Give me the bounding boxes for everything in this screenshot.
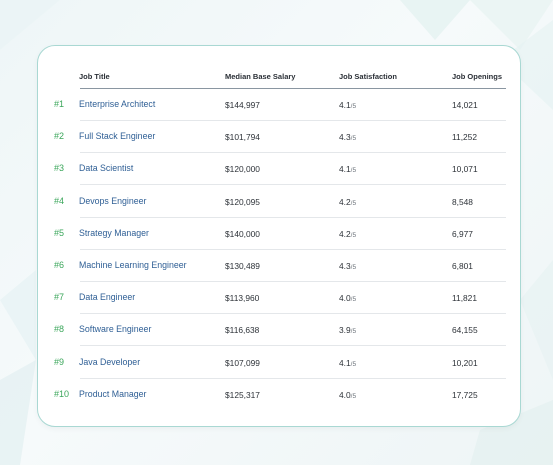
row-divider xyxy=(80,120,506,121)
job-satisfaction: 4.0/5 xyxy=(339,293,356,303)
median-salary: $113,960 xyxy=(225,293,260,304)
median-salary: $107,099 xyxy=(225,357,260,368)
table-row: #3 Data Scientist $120,000 4.1/5 10,071 xyxy=(38,153,520,186)
satisfaction-denominator: /5 xyxy=(350,264,357,271)
job-openings: 10,201 xyxy=(452,357,478,368)
rank-label: #4 xyxy=(54,195,65,206)
job-satisfaction: 4.2/5 xyxy=(339,197,356,207)
job-title-link[interactable]: Data Scientist xyxy=(79,163,134,174)
satisfaction-denominator: /5 xyxy=(350,392,357,400)
median-salary: $140,000 xyxy=(225,228,260,239)
job-satisfaction: 4.2/5 xyxy=(339,229,356,239)
satisfaction-denominator: /5 xyxy=(350,360,357,368)
row-divider xyxy=(80,248,506,250)
job-openings: 10,071 xyxy=(452,164,478,175)
satisfaction-denominator: /5 xyxy=(350,296,357,304)
rank-label: #6 xyxy=(54,260,65,270)
satisfaction-denominator: /5 xyxy=(350,135,357,143)
satisfaction-denominator: /5 xyxy=(350,199,357,207)
row-divider xyxy=(80,216,506,218)
median-salary: $130,489 xyxy=(225,261,260,271)
median-salary: $101,794 xyxy=(225,132,260,143)
header-divider xyxy=(80,88,506,89)
table-row: #10 Product Manager $125,317 4.0/5 17,72… xyxy=(38,379,520,411)
satisfaction-score: 4.1 xyxy=(339,357,351,368)
rank-label: #1 xyxy=(54,99,65,109)
job-satisfaction: 4.1/5 xyxy=(339,164,356,174)
rank-label: #2 xyxy=(54,131,65,142)
satisfaction-score: 4.0 xyxy=(339,293,351,304)
satisfaction-score: 4.3 xyxy=(339,261,351,271)
job-title-link[interactable]: Enterprise Architect xyxy=(79,99,156,109)
satisfaction-score: 4.2 xyxy=(339,196,351,207)
job-openings: 6,977 xyxy=(452,228,473,239)
row-divider xyxy=(80,377,506,379)
rank-label: #8 xyxy=(54,324,65,335)
job-satisfaction: 3.9/5 xyxy=(339,325,356,335)
rank-label: #5 xyxy=(54,227,65,238)
rank-label: #10 xyxy=(54,388,70,399)
row-divider xyxy=(80,313,506,315)
job-openings: 6,801 xyxy=(452,261,473,271)
job-openings: 11,821 xyxy=(452,293,477,304)
row-divider xyxy=(80,281,506,282)
job-satisfaction: 4.3/5 xyxy=(339,261,356,271)
row-divider xyxy=(80,152,506,154)
rank-label: #3 xyxy=(54,163,65,174)
satisfaction-denominator: /5 xyxy=(350,103,357,110)
table-row: #5 Strategy Manager $140,000 4.2/5 6,977 xyxy=(38,218,520,250)
row-divider xyxy=(80,184,506,186)
rank-label: #7 xyxy=(54,292,65,303)
job-satisfaction: 4.3/5 xyxy=(339,132,356,142)
table-row: #9 Java Developer $107,099 4.1/5 10,201 xyxy=(38,347,520,379)
table-row: #1 Enterprise Architect $144,997 4.1/5 1… xyxy=(38,89,520,121)
median-salary: $120,000 xyxy=(225,164,260,175)
rank-label: #9 xyxy=(54,356,65,367)
median-salary: $120,095 xyxy=(225,196,260,207)
job-satisfaction: 4.0/5 xyxy=(339,390,356,400)
job-openings: 8,548 xyxy=(452,196,473,207)
job-satisfaction: 4.1/5 xyxy=(339,358,356,368)
table-row: #2 Full Stack Engineer $101,794 4.3/5 11… xyxy=(38,121,520,154)
job-openings: 11,252 xyxy=(452,132,477,143)
satisfaction-score: 4.3 xyxy=(339,132,351,143)
satisfaction-denominator: /5 xyxy=(350,167,357,175)
satisfaction-denominator: /5 xyxy=(350,231,357,239)
median-salary: $144,997 xyxy=(225,100,260,110)
header-job-title: Job Title xyxy=(79,72,110,81)
median-salary: $116,638 xyxy=(225,325,260,336)
job-satisfaction: 4.1/5 xyxy=(339,100,356,110)
job-title-link[interactable]: Full Stack Engineer xyxy=(79,131,156,142)
job-openings: 64,155 xyxy=(452,325,478,336)
satisfaction-score: 4.1 xyxy=(339,164,351,175)
job-openings: 14,021 xyxy=(452,100,478,110)
job-title-link[interactable]: Devops Engineer xyxy=(79,195,147,206)
table-row: #8 Software Engineer $116,638 3.9/5 64,1… xyxy=(38,314,520,347)
job-title-link[interactable]: Product Manager xyxy=(79,388,147,399)
header-job-openings: Job Openings xyxy=(452,72,503,81)
table-row: #4 Devops Engineer $120,095 4.2/5 8,548 xyxy=(38,186,520,218)
job-openings: 17,725 xyxy=(452,389,478,400)
row-divider xyxy=(80,345,506,347)
job-title-link[interactable]: Software Engineer xyxy=(79,324,152,335)
job-title-link[interactable]: Machine Learning Engineer xyxy=(79,260,187,270)
satisfaction-score: 4.0 xyxy=(339,389,351,400)
job-title-link[interactable]: Java Developer xyxy=(79,356,141,367)
table-row: #7 Data Engineer $113,960 4.0/5 11,821 xyxy=(38,282,520,315)
table-row: #6 Machine Learning Engineer $130,489 4.… xyxy=(38,250,520,282)
job-title-link[interactable]: Strategy Manager xyxy=(79,227,149,238)
satisfaction-denominator: /5 xyxy=(350,328,357,336)
median-salary: $125,317 xyxy=(225,389,260,400)
header-median-base-salary: Median Base Salary xyxy=(225,72,296,81)
satisfaction-score: 4.1 xyxy=(339,100,351,110)
job-ranking-card: Job Title Median Base Salary Job Satisfa… xyxy=(37,45,521,427)
satisfaction-score: 4.2 xyxy=(339,228,351,239)
header-job-satisfaction: Job Satisfaction xyxy=(339,72,397,81)
job-title-link[interactable]: Data Engineer xyxy=(79,292,136,303)
satisfaction-score: 3.9 xyxy=(339,325,351,336)
